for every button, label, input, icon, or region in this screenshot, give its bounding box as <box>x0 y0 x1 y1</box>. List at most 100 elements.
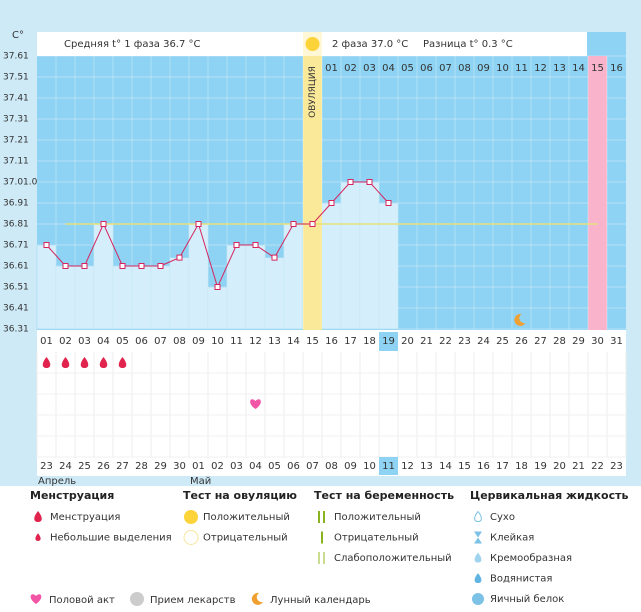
day-label: 26 <box>515 336 528 347</box>
temp-point <box>195 221 202 227</box>
day-label: 05 <box>116 336 129 347</box>
y-tick-label: 36.61 <box>3 262 29 272</box>
legend-item: Менструация <box>50 512 120 523</box>
month-label: Май <box>190 476 211 487</box>
legend-icon <box>184 510 198 524</box>
phase2-day: 13 <box>553 63 566 74</box>
temp-bar <box>321 202 342 330</box>
legend-icon <box>183 530 199 545</box>
temp-bar <box>340 181 361 330</box>
temp-point <box>366 179 373 185</box>
phase2-day: 12 <box>534 63 547 74</box>
temp-bar <box>55 265 76 330</box>
day-label: 31 <box>610 336 623 347</box>
sun <box>305 37 320 51</box>
day-label: 09 <box>192 336 205 347</box>
temp-point <box>62 263 69 269</box>
day-label: 13 <box>268 336 281 347</box>
legend-icon <box>474 573 482 583</box>
legend-icon <box>474 510 482 523</box>
temp-bar <box>169 257 190 330</box>
temp-bar <box>207 286 228 330</box>
temp-bar <box>264 257 285 330</box>
legend-icon <box>318 511 320 523</box>
axis-label: C° <box>12 30 24 41</box>
day-label: 24 <box>477 336 490 347</box>
legend-icon <box>323 511 325 523</box>
y-tick-label: 36.81 <box>3 220 29 230</box>
date-label: 04 <box>249 461 262 472</box>
y-tick-label: 36.31 <box>3 325 29 335</box>
date-label: 11 <box>382 461 395 472</box>
temp-point <box>252 242 259 248</box>
menstruation-mark <box>99 357 108 368</box>
legend-item: Клейкая <box>490 533 534 544</box>
temp-bar <box>36 244 57 330</box>
phase2-day: 11 <box>515 63 528 74</box>
y-tick-label: 37.21 <box>3 136 29 146</box>
legend-item: Положительный <box>203 512 290 523</box>
date-label: 26 <box>97 461 110 472</box>
temp-point <box>157 263 164 269</box>
y-tick-label: 37.11 <box>3 157 29 167</box>
phase2-day: 05 <box>401 63 414 74</box>
phase2-day: 10 <box>496 63 509 74</box>
temp-bar <box>150 265 171 330</box>
day-label: 14 <box>287 336 300 347</box>
legend-icon <box>321 531 323 544</box>
legend-item: Яичный белок <box>490 594 564 605</box>
y-tick-label: 37.61 <box>3 52 29 62</box>
temp-point <box>309 221 316 227</box>
phase2-day: 07 <box>439 63 452 74</box>
day-label: 20 <box>401 336 414 347</box>
date-label: 09 <box>344 461 357 472</box>
legend-item: Кремообразная <box>490 553 572 564</box>
temp-bar <box>245 244 266 330</box>
temp-point <box>119 263 126 269</box>
legend-heading: Тест на овуляцию <box>183 489 297 502</box>
header-phase1 <box>37 32 303 56</box>
legend-icon <box>474 552 482 563</box>
temp-point <box>176 254 183 261</box>
temp-point <box>271 254 278 261</box>
phase2-day: 03 <box>363 63 376 74</box>
legend-icon <box>34 511 42 522</box>
y-tick-label: 37.51 <box>3 73 29 83</box>
date-label: 18 <box>515 461 528 472</box>
y-tick-label: 36.71 <box>3 241 29 251</box>
legend-heading: Цервикальная жидкость <box>470 489 628 502</box>
today-date-box <box>379 457 398 475</box>
phase2-day: 01 <box>325 63 338 74</box>
day-label: 15 <box>306 336 319 347</box>
temp-bar <box>378 202 399 330</box>
date-label: 13 <box>420 461 433 472</box>
legend-item: Лунный календарь <box>270 595 371 606</box>
date-label: 27 <box>116 461 129 472</box>
legend-icon <box>251 592 263 605</box>
day-label: 25 <box>496 336 509 347</box>
date-label: 15 <box>458 461 471 472</box>
today-box <box>379 332 398 351</box>
legend-icon <box>30 594 42 604</box>
legend-item: Прием лекарств <box>150 595 236 606</box>
legend-icon <box>323 552 325 564</box>
legend-area <box>0 486 641 612</box>
date-label: 03 <box>230 461 243 472</box>
period-column <box>588 56 607 330</box>
day-label: 06 <box>135 336 148 347</box>
temp-bar <box>74 265 95 330</box>
y-tick-label: 37.01.0 <box>3 178 38 188</box>
temp-point <box>81 263 88 269</box>
y-tick-label: 36.91 <box>3 199 29 209</box>
date-label: 21 <box>572 461 585 472</box>
date-label: 25 <box>78 461 91 472</box>
temp-point <box>214 284 221 290</box>
day-label: 29 <box>572 336 585 347</box>
date-label: 16 <box>477 461 490 472</box>
phase2-day: 04 <box>382 63 395 74</box>
day-label: 08 <box>173 336 186 347</box>
day-label: 03 <box>78 336 91 347</box>
phase2-label: 2 фаза 37.0 °C <box>332 39 408 50</box>
date-label: 19 <box>534 461 547 472</box>
day-label: 02 <box>59 336 72 347</box>
